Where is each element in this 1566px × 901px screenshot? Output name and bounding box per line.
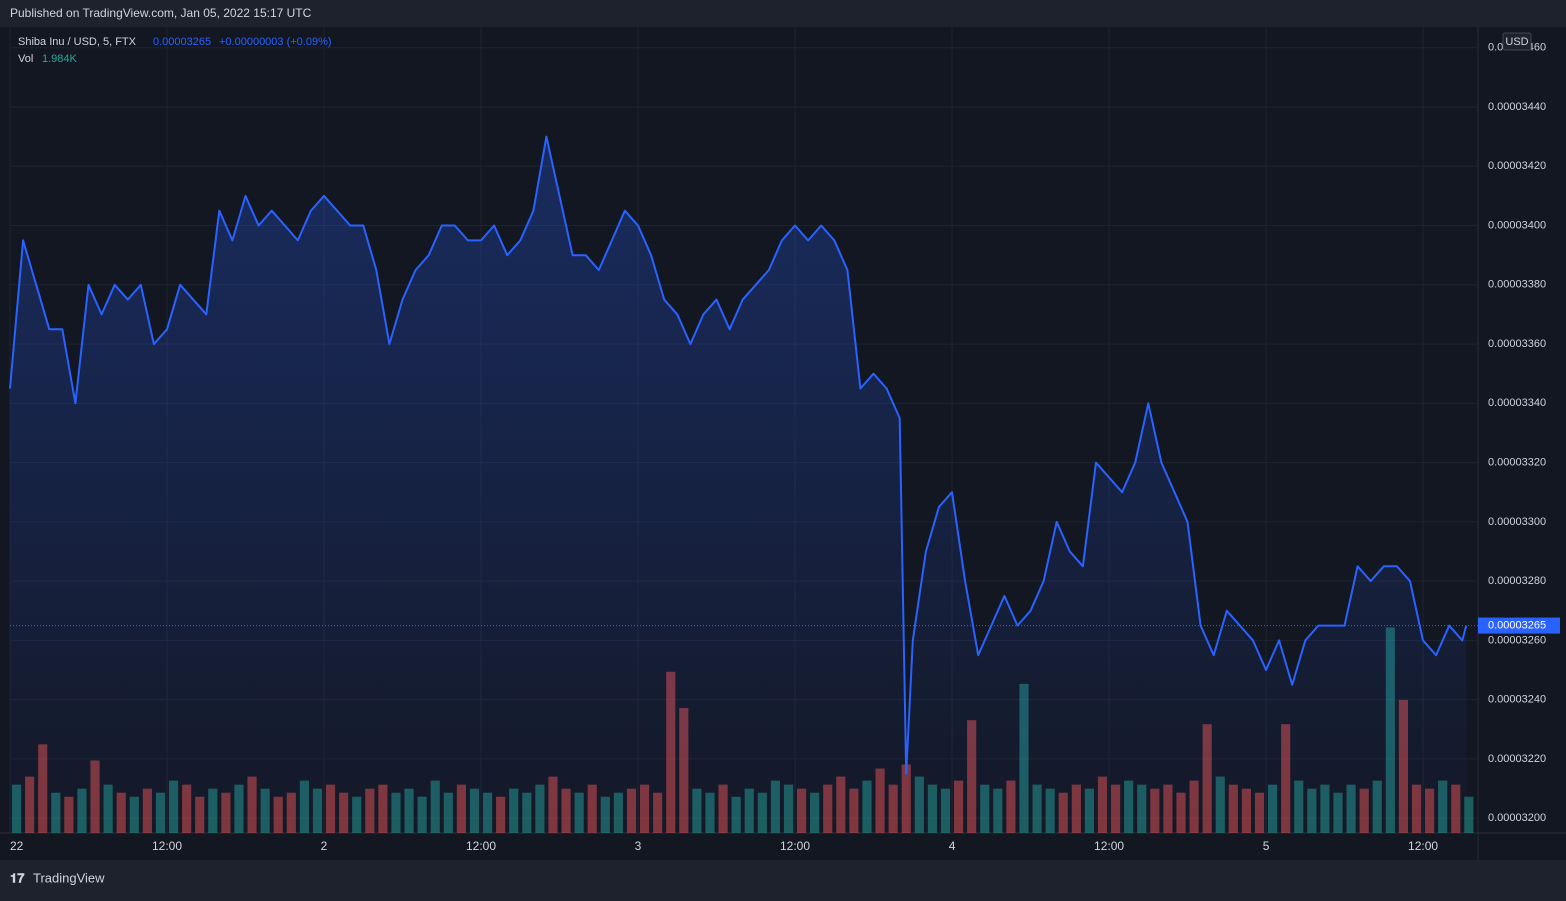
x-tick-label: 2 <box>321 839 328 853</box>
logo-mark: 𝟏𝟕 <box>10 870 25 885</box>
x-tick-label: 12:00 <box>152 839 182 853</box>
x-tick-label: 12:00 <box>780 839 810 853</box>
currency[interactable]: USD <box>1505 36 1528 48</box>
price-change: +0.00000003 (+0.09%) <box>219 36 332 48</box>
price-line <box>9 135 1468 775</box>
x-tick-label: 5 <box>1263 839 1270 853</box>
y-tick-label: 0.00003200 <box>1488 812 1546 824</box>
x-tick-label: 12:00 <box>1408 839 1438 853</box>
vol-title: Vol <box>18 53 33 65</box>
x-tick-label: 12:00 <box>1094 839 1124 853</box>
last-price-badge <box>1478 617 1560 634</box>
y-tick-label: 0.00003240 <box>1488 694 1546 706</box>
y-tick-label: 0.00003280 <box>1488 575 1546 587</box>
x-tick-label: 3 <box>635 839 642 853</box>
y-tick-label: 0.00003300 <box>1488 516 1546 528</box>
x-tick-label: 4 <box>949 839 956 853</box>
y-tick-label: 0.00003340 <box>1488 397 1546 409</box>
brand[interactable]: TradingView <box>33 870 105 885</box>
last-price-label: 0.00003265 <box>1488 619 1546 631</box>
price-text: 0.00003265 <box>153 36 211 48</box>
currency-badge[interactable] <box>1502 32 1532 51</box>
y-tick-label: 0.00003380 <box>1488 279 1546 291</box>
y-tick-label: 0.00003440 <box>1488 101 1546 113</box>
y-tick-label: 0.00003400 <box>1488 219 1546 231</box>
y-tick-label: 0.00003320 <box>1488 457 1546 469</box>
y-tick-label: 0.00003220 <box>1488 753 1546 765</box>
price <box>9 135 1478 834</box>
y-tick-label: 0.00003360 <box>1488 338 1546 350</box>
y-tick-label: 0.00003420 <box>1488 160 1546 172</box>
y-tick-label: 0.00003260 <box>1488 634 1546 646</box>
axes: 0.00003200 0.00003220 0.00003240 0.00003260… <box>10 42 1560 853</box>
volume-bar <box>1464 796 1474 833</box>
published: Published on TradingView.com, Jan 05, 20… <box>10 6 312 20</box>
x-tick-label: 22 <box>10 839 24 853</box>
x-tick-label: 12:00 <box>466 839 496 853</box>
area-fill <box>10 136 1467 834</box>
vol-value: 1.984K <box>42 53 78 65</box>
symbol: Shiba Inu / USD, 5, FTX <box>18 36 137 48</box>
